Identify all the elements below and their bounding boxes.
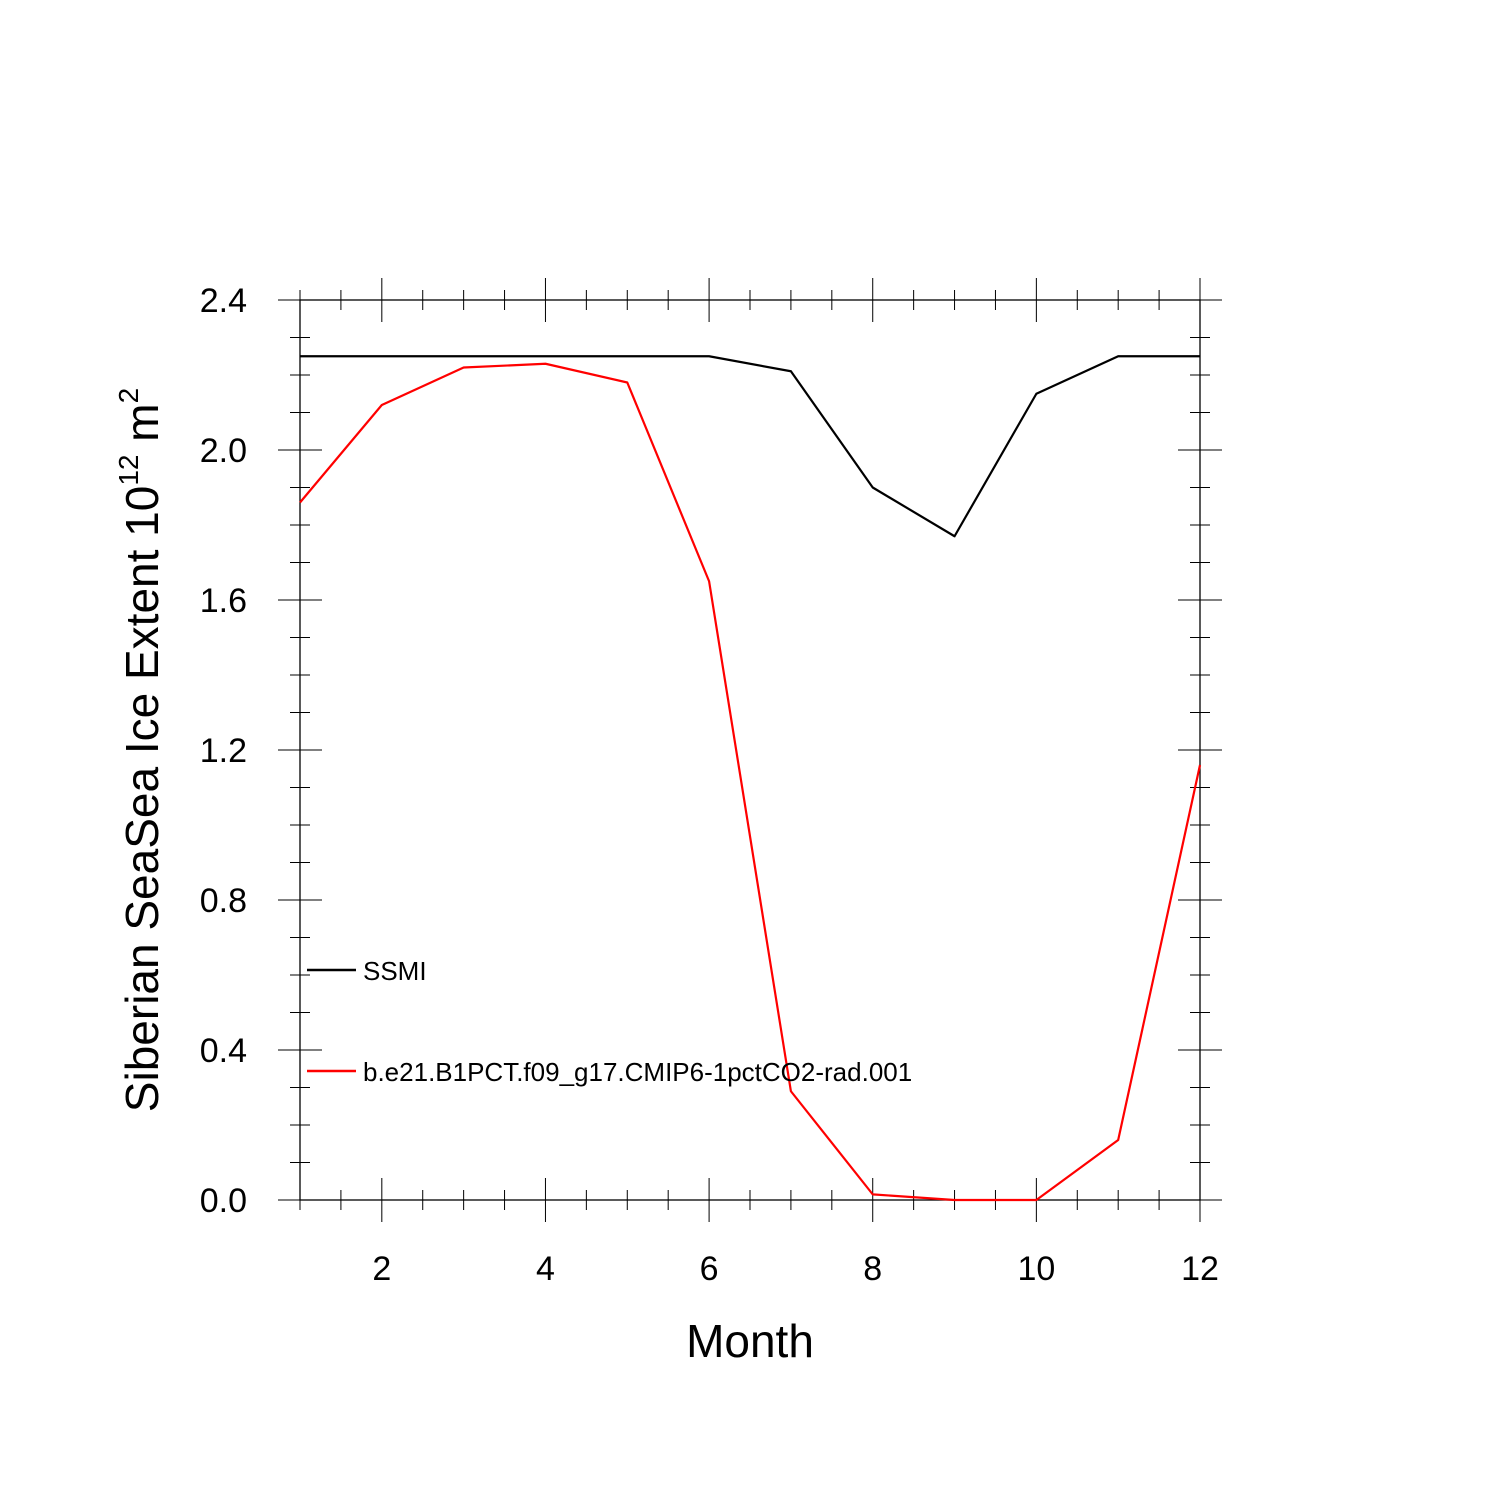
x-tick-label: 10	[1017, 1250, 1055, 1288]
x-tick-label: 8	[863, 1250, 882, 1288]
legend: SSMI b.e21.B1PCT.f09_g17.CMIP6-1pctCO2-r…	[307, 956, 912, 1087]
series-line-model	[299, 362, 1202, 1202]
y-axis-title-exponent-2: 2	[113, 388, 144, 404]
series-lines	[299, 355, 1202, 1202]
y-tick-label: 1.2	[200, 732, 247, 770]
plot-frame	[299, 299, 1201, 1201]
legend-label-model: b.e21.B1PCT.f09_g17.CMIP6-1pctCO2-rad.00…	[363, 1057, 912, 1087]
y-axis-title-exponent-1: 12	[113, 455, 144, 486]
series-line-ssmi	[300, 355, 1200, 538]
y-tick-label: 1.6	[200, 582, 247, 620]
legend-label-ssmi: SSMI	[363, 956, 427, 986]
x-axis-title: Month	[686, 1315, 814, 1367]
y-axis-title: Siberian SeaSea Ice Extent 1012 m2	[113, 388, 168, 1112]
y-axis-title-main: Siberian SeaSea Ice Extent 10	[116, 486, 168, 1113]
x-tick-label: 4	[536, 1250, 555, 1288]
y-axis-title-unit: m	[116, 403, 168, 454]
x-tick-label: 2	[372, 1250, 391, 1288]
y-tick-label: 0.4	[200, 1032, 247, 1070]
x-tick-label: 12	[1181, 1250, 1219, 1288]
x-tick-labels: 2 4 6 8 10 12	[372, 1250, 1219, 1288]
x-tick-label: 6	[700, 1250, 719, 1288]
y-tick-label: 2.4	[200, 282, 247, 320]
y-tick-label: 2.0	[200, 432, 247, 470]
y-tick-label: 0.8	[200, 882, 247, 920]
y-tick-label: 0.0	[200, 1182, 247, 1220]
y-tick-labels: 0.0 0.4 0.8 1.2 1.6 2.0 2.4	[200, 282, 247, 1220]
